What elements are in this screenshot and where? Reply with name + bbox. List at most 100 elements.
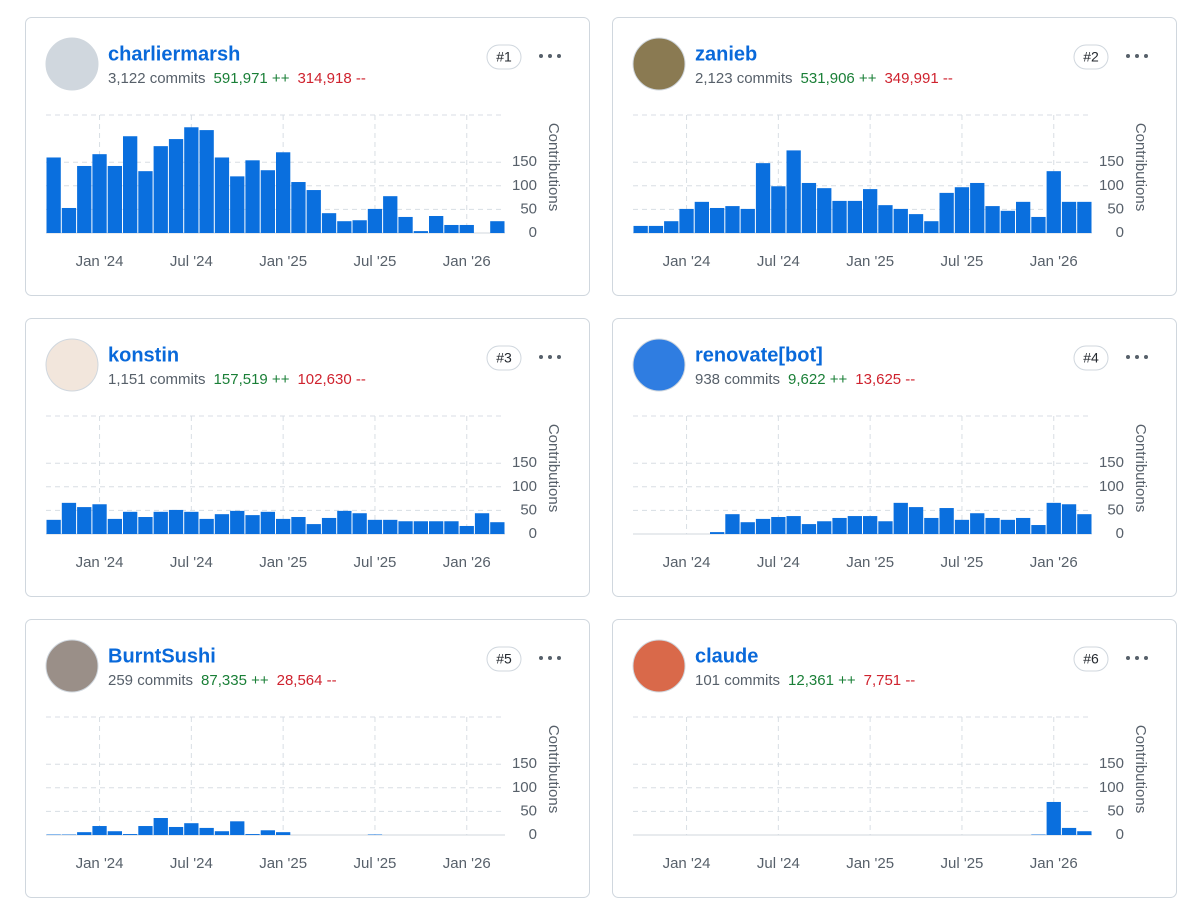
x-tick-label: Jul '24: [757, 554, 800, 571]
bar: [459, 224, 474, 233]
contributor-name[interactable]: charliermarsh: [108, 43, 240, 65]
bar: [260, 511, 275, 534]
bar: [725, 514, 740, 534]
rank-badge: [486, 345, 522, 371]
bar: [92, 504, 107, 534]
bar: [214, 831, 230, 835]
bar: [230, 510, 245, 534]
x-tick-label: Jan '25: [259, 855, 307, 872]
menu-dot: [539, 656, 543, 660]
menu-dot: [557, 355, 561, 359]
bar: [92, 826, 107, 835]
contributor-stats: 259 commits 87,335 ++ 28,564 --: [108, 672, 337, 689]
bar: [1077, 201, 1092, 233]
bar: [1077, 831, 1092, 835]
bar: [107, 165, 122, 233]
y-tick-label: 100: [1099, 177, 1124, 194]
bar: [199, 518, 214, 534]
bar: [413, 231, 428, 233]
bar: [908, 507, 924, 534]
more-menu[interactable]: [539, 656, 561, 660]
bar: [92, 154, 107, 233]
bar: [1000, 519, 1015, 534]
deletions: 314,918 --: [297, 70, 365, 87]
avatar[interactable]: [632, 639, 686, 693]
bar: [939, 192, 954, 233]
rank-badge: [1073, 44, 1109, 70]
bar: [214, 157, 230, 233]
card-border: [612, 619, 1177, 898]
x-tick-label: Jan '26: [1030, 253, 1078, 270]
more-menu[interactable]: [1126, 54, 1148, 58]
contributor-name[interactable]: claude: [695, 645, 758, 667]
bar: [276, 832, 291, 835]
x-tick-label: Jan '24: [663, 554, 711, 571]
bar: [337, 221, 352, 233]
bar: [138, 517, 153, 534]
menu-dot: [1126, 54, 1130, 58]
x-tick-label: Jul '24: [170, 253, 213, 270]
additions: 12,361 ++: [788, 672, 856, 689]
y-tick-label: 50: [520, 802, 537, 819]
x-tick-label: Jan '26: [443, 253, 491, 270]
x-tick-label: Jan '24: [663, 253, 711, 270]
avatar[interactable]: [45, 639, 99, 693]
bar: [107, 518, 122, 534]
bar: [755, 163, 771, 233]
bar: [168, 139, 184, 233]
rank: #3: [496, 350, 512, 366]
bar: [893, 208, 908, 233]
x-tick-label: Jul '24: [170, 855, 213, 872]
deletions: 349,991 --: [884, 70, 952, 87]
rank: #5: [496, 651, 512, 667]
bar: [61, 502, 77, 534]
y-tick-label: 0: [529, 826, 537, 843]
x-tick-label: Jan '25: [259, 253, 307, 270]
menu-dot: [1135, 656, 1139, 660]
y-tick-label: 0: [1116, 826, 1124, 843]
commit-count: 1,151 commits: [108, 371, 206, 388]
contributor-name[interactable]: zanieb: [695, 43, 757, 65]
y-tick-label: 50: [1107, 200, 1124, 217]
y-tick-label: 150: [1099, 755, 1124, 772]
contributor-stats: 3,122 commits 591,971 ++ 314,918 --: [108, 70, 366, 87]
bar: [459, 525, 474, 534]
contributor-name[interactable]: BurntSushi: [108, 645, 216, 667]
commit-count: 938 commits: [695, 371, 780, 388]
more-menu[interactable]: [1126, 656, 1148, 660]
contributor-name[interactable]: renovate[bot]: [695, 344, 823, 366]
bar: [398, 216, 413, 233]
additions: 157,519 ++: [214, 371, 290, 388]
menu-dot: [1144, 355, 1148, 359]
y-tick-label: 100: [512, 779, 537, 796]
y-tick-label: 50: [1107, 802, 1124, 819]
contributor-card: charliermarsh 3,122 commits 591,971 ++ 314,…: [25, 17, 590, 296]
avatar[interactable]: [632, 338, 686, 392]
more-menu[interactable]: [1126, 355, 1148, 359]
bar: [786, 516, 801, 534]
contributor-name[interactable]: konstin: [108, 344, 179, 366]
bar: [184, 127, 199, 233]
bar: [771, 186, 786, 233]
x-tick-label: Jan '26: [1030, 554, 1078, 571]
more-menu[interactable]: [539, 54, 561, 58]
y-axis-label: Contributions: [1132, 123, 1149, 211]
bar: [954, 187, 970, 233]
bar: [199, 130, 214, 233]
x-tick-label: Jul '24: [757, 855, 800, 872]
avatar[interactable]: [45, 37, 99, 91]
bar: [245, 515, 260, 534]
bar: [725, 206, 740, 233]
more-menu[interactable]: [539, 355, 561, 359]
y-tick-label: 100: [512, 177, 537, 194]
rank: #1: [496, 49, 512, 65]
y-tick-label: 50: [520, 200, 537, 217]
bar: [383, 519, 398, 534]
bar: [847, 200, 862, 233]
rank-badge: [1073, 646, 1109, 672]
bar: [367, 208, 383, 233]
bar: [786, 150, 801, 233]
avatar[interactable]: [632, 37, 686, 91]
y-tick-label: 50: [520, 501, 537, 518]
avatar[interactable]: [45, 338, 99, 392]
